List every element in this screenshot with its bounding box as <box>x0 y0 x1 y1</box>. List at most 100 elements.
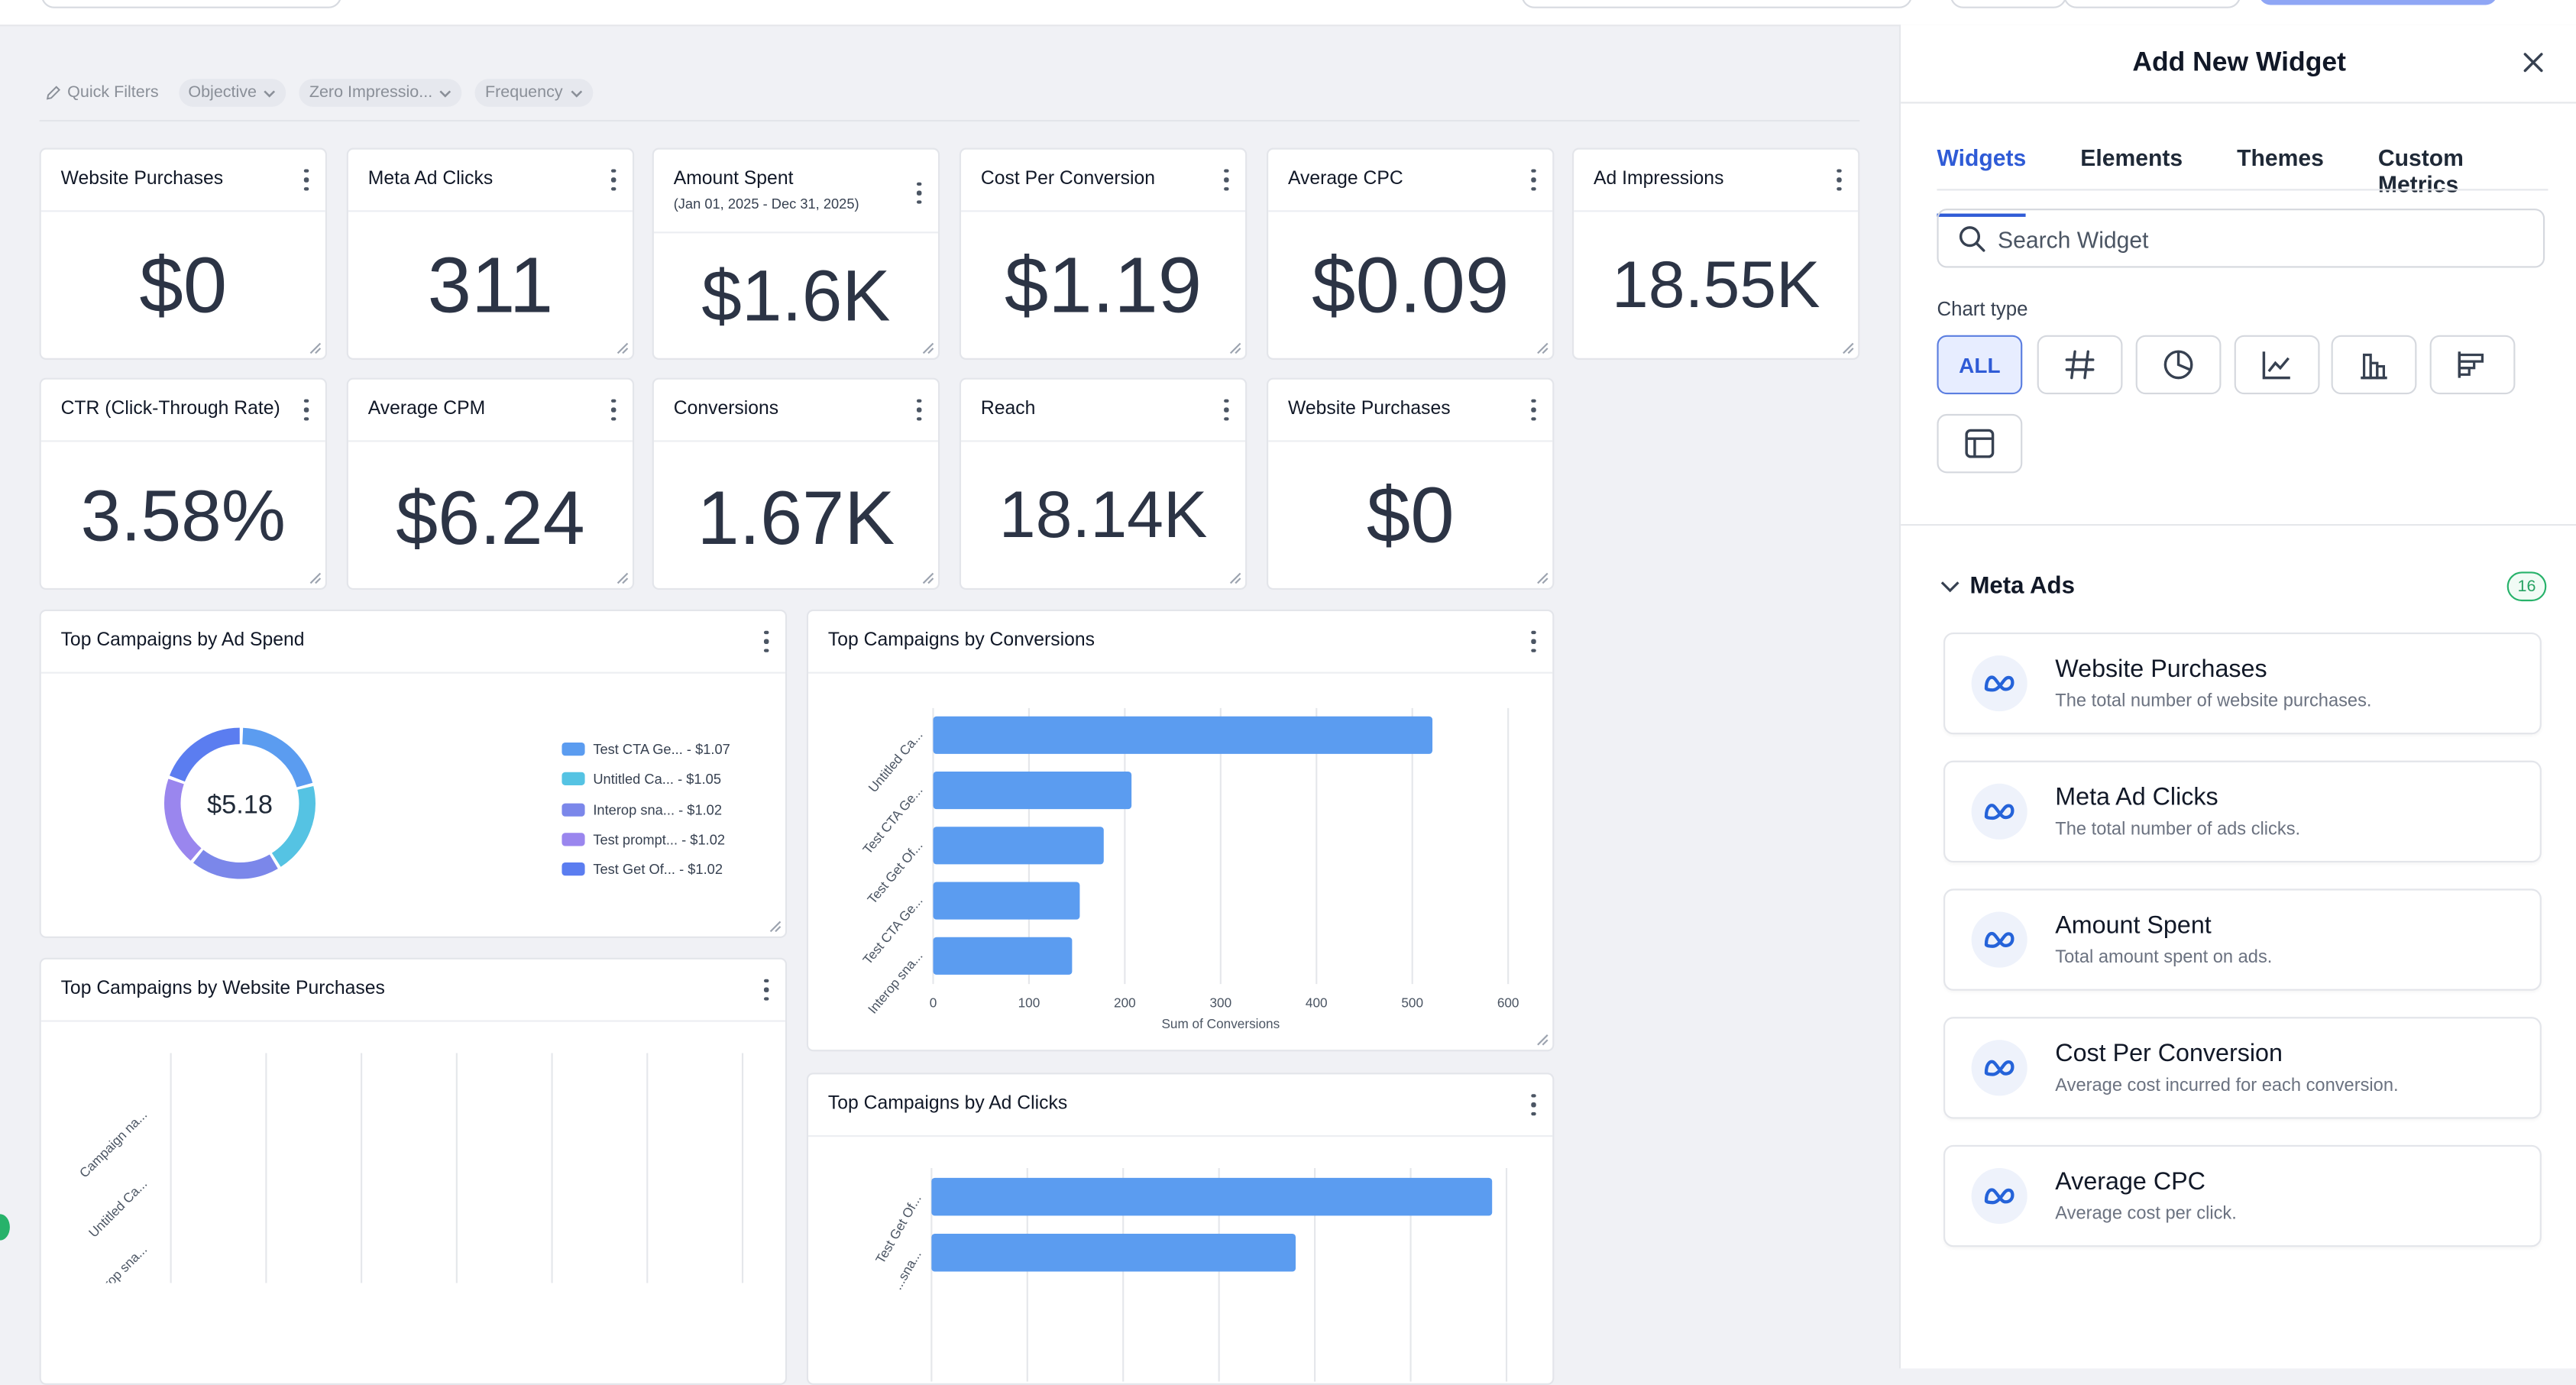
widget-description: The total number of ads clicks. <box>2055 820 2301 840</box>
tab-custom-metrics[interactable]: Custom Metrics <box>2377 144 2464 198</box>
more-options-icon[interactable] <box>304 399 309 421</box>
adclicks-bar-chart-card[interactable]: Top Campaigns by Ad Clicks Test Get Of..… <box>806 1073 1555 1385</box>
pie-chart-icon <box>2163 350 2193 380</box>
close-icon[interactable] <box>2522 51 2545 74</box>
tab-themes[interactable]: Themes <box>2237 144 2324 171</box>
resize-handle-icon[interactable] <box>1536 1034 1549 1047</box>
kpi-card-reach[interactable]: Reach 18.14K <box>959 377 1248 591</box>
legend-item[interactable]: Interop sna... - $1.02 <box>561 794 730 824</box>
y-category-label: ...sna... <box>889 1247 924 1293</box>
resize-handle-icon[interactable] <box>309 341 322 354</box>
bar[interactable] <box>933 937 1073 975</box>
widget-search[interactable] <box>1937 209 2545 268</box>
donut-slice[interactable] <box>169 727 241 782</box>
more-options-icon[interactable] <box>1531 1094 1536 1116</box>
donut-slice[interactable] <box>241 727 313 788</box>
panel-divider <box>1901 102 2576 104</box>
more-options-icon[interactable] <box>917 399 921 421</box>
search-input[interactable] <box>1994 222 2527 258</box>
tab-elements[interactable]: Elements <box>2080 144 2183 171</box>
top-primary-button[interactable] <box>2258 0 2497 5</box>
kpi-card-ctr[interactable]: CTR (Click-Through Rate) 3.58% <box>39 377 327 591</box>
kpi-card-website-purchases[interactable]: Website Purchases $0 <box>39 147 327 360</box>
more-options-icon[interactable] <box>1224 399 1228 421</box>
chart-type-horizontal-bar-button[interactable] <box>2429 335 2516 395</box>
bar[interactable] <box>931 1177 1493 1216</box>
legend-item[interactable]: Test Get Of... - $1.02 <box>561 855 730 885</box>
bar[interactable] <box>933 827 1104 865</box>
more-options-icon[interactable] <box>1224 169 1228 191</box>
kpi-card-average-cpc[interactable]: Average CPC $0.09 <box>1267 147 1555 360</box>
donut-slice[interactable] <box>193 849 278 879</box>
meta-ads-section-toggle[interactable]: Meta Ads <box>1940 574 2075 600</box>
top-search-field[interactable] <box>40 0 342 8</box>
legend-item[interactable]: Test prompt... - $1.02 <box>561 824 730 854</box>
more-options-icon[interactable] <box>611 399 616 421</box>
chart-type-number-button[interactable] <box>2037 335 2123 395</box>
more-options-icon[interactable] <box>917 182 921 204</box>
kpi-card-website-purchases-2[interactable]: Website Purchases $0 <box>1267 377 1555 591</box>
more-options-icon[interactable] <box>764 979 769 1001</box>
donut-slice[interactable] <box>164 778 202 861</box>
widget-item-cost-per-conversion[interactable]: Cost Per Conversion Average cost incurre… <box>1943 1017 2542 1119</box>
tab-widgets[interactable]: Widgets <box>1937 144 2027 217</box>
bar[interactable] <box>931 1234 1296 1272</box>
chip-label: Frequency <box>485 83 563 102</box>
more-options-icon[interactable] <box>1531 169 1536 191</box>
legend-label: Interop sna... - $1.02 <box>593 801 723 818</box>
card-header: Top Campaigns by Website Purchases <box>40 959 785 1022</box>
kpi-card-average-cpm[interactable]: Average CPM $6.24 <box>346 377 635 591</box>
resize-handle-icon[interactable] <box>1536 341 1549 354</box>
top-toggle-left[interactable] <box>1950 0 2067 8</box>
card-header: Meta Ad Clicks <box>348 150 633 212</box>
chart-type-bar-button[interactable] <box>2331 335 2417 395</box>
purchases-bar-chart-card[interactable]: Top Campaigns by Website Purchases Campa… <box>39 957 788 1385</box>
kpi-card-meta-ad-clicks[interactable]: Meta Ad Clicks 311 <box>346 147 635 360</box>
more-options-icon[interactable] <box>611 169 616 191</box>
widget-item-amount-spent[interactable]: Amount Spent Total amount spent on ads. <box>1943 888 2542 991</box>
resize-handle-icon[interactable] <box>769 920 782 933</box>
top-date-field[interactable] <box>1521 0 1913 8</box>
bar[interactable] <box>933 882 1080 920</box>
widget-item-meta-ad-clicks[interactable]: Meta Ad Clicks The total number of ads c… <box>1943 760 2542 863</box>
legend-item[interactable]: Untitled Ca... - $1.05 <box>561 765 730 794</box>
more-options-icon[interactable] <box>1531 399 1536 421</box>
top-toggle-right[interactable] <box>2063 0 2241 8</box>
quick-filters[interactable]: Quick Filters <box>40 80 166 105</box>
chart-type-line-button[interactable] <box>2234 335 2320 395</box>
chart-type-table-button[interactable] <box>1937 413 2023 474</box>
resize-handle-icon[interactable] <box>1842 341 1855 354</box>
kpi-card-cost-per-conversion[interactable]: Cost Per Conversion $1.19 <box>959 147 1248 360</box>
donut-slice[interactable] <box>271 786 316 867</box>
donut-chart-card[interactable]: Top Campaigns by Ad Spend $5.18 Test CTA… <box>39 609 788 938</box>
kpi-card-conversions[interactable]: Conversions 1.67K <box>652 377 940 591</box>
more-options-icon[interactable] <box>764 630 769 652</box>
resize-handle-icon[interactable] <box>616 571 629 584</box>
more-options-icon[interactable] <box>1531 630 1536 652</box>
filter-chip-objective[interactable]: Objective <box>178 79 286 107</box>
resize-handle-icon[interactable] <box>921 341 934 354</box>
legend-item[interactable]: Test CTA Ge... - $1.07 <box>561 734 730 764</box>
more-options-icon[interactable] <box>304 169 309 191</box>
bar[interactable] <box>933 771 1132 810</box>
tabs-underline <box>1937 189 2548 191</box>
resize-handle-icon[interactable] <box>309 571 322 584</box>
resize-handle-icon[interactable] <box>1229 341 1242 354</box>
chart-type-pie-button[interactable] <box>2135 335 2222 395</box>
filter-chip-zero-impressions[interactable]: Zero Impressio... <box>299 79 462 107</box>
more-options-icon[interactable] <box>1837 169 1842 191</box>
kpi-card-amount-spent[interactable]: Amount Spent (Jan 01, 2025 - Dec 31, 2025… <box>652 147 940 360</box>
resize-handle-icon[interactable] <box>1229 571 1242 584</box>
kpi-card-ad-impressions[interactable]: Ad Impressions 18.55K <box>1572 147 1860 360</box>
resize-handle-icon[interactable] <box>1536 571 1549 584</box>
filter-chip-frequency[interactable]: Frequency <box>475 79 593 107</box>
resize-handle-icon[interactable] <box>616 341 629 354</box>
bar[interactable] <box>933 716 1433 754</box>
widget-item-average-cpc[interactable]: Average CPC Average cost per click. <box>1943 1144 2542 1247</box>
legend-swatch <box>561 833 585 846</box>
help-bubble[interactable] <box>0 1214 10 1241</box>
conversions-bar-chart-card[interactable]: Top Campaigns by Conversions 0 100 200 300 4… <box>806 609 1555 1052</box>
resize-handle-icon[interactable] <box>921 571 934 584</box>
widget-item-website-purchases[interactable]: Website Purchases The total number of we… <box>1943 632 2542 735</box>
chart-type-all-button[interactable]: ALL <box>1937 335 2023 395</box>
